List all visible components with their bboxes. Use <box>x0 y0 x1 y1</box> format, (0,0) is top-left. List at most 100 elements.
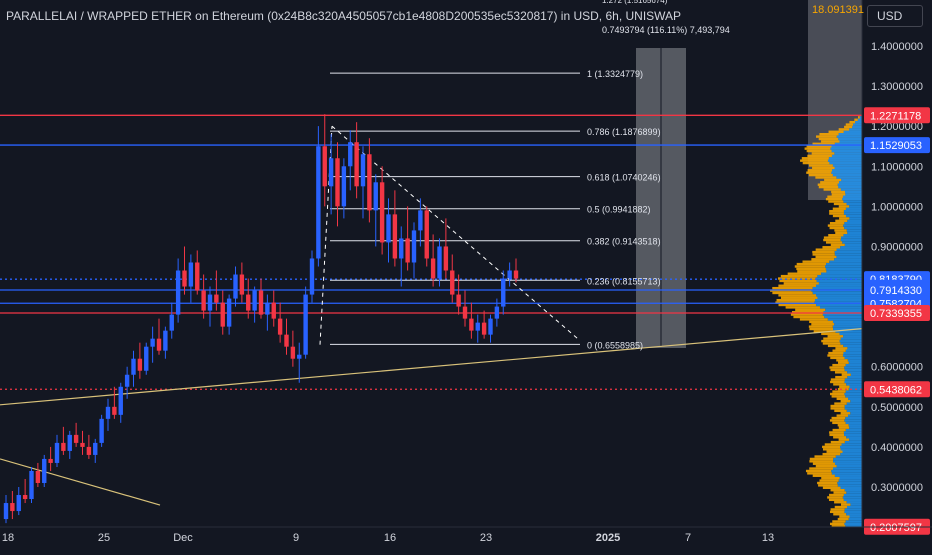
volume-bar <box>839 339 862 343</box>
volume-bar <box>831 171 862 174</box>
volume-bar <box>832 164 862 167</box>
volume-bar <box>828 234 844 237</box>
volume-bar <box>845 390 862 393</box>
price-badge-label-0: 1.2271178 <box>870 110 921 122</box>
volume-bar <box>843 224 862 227</box>
volume-bar <box>834 402 847 405</box>
volume-bar <box>838 128 850 131</box>
volume-bar <box>821 476 840 480</box>
volume-bar <box>829 260 862 263</box>
volume-bar <box>830 508 845 511</box>
volume-bar <box>804 147 831 150</box>
volume-bar <box>814 298 862 302</box>
volume-bar <box>840 445 862 449</box>
candle-body <box>99 418 104 443</box>
candle-body <box>80 442 85 447</box>
volume-bar <box>780 296 818 299</box>
candle-body <box>201 290 206 311</box>
volume-bar <box>848 414 862 417</box>
volume-bar <box>831 472 862 475</box>
candle-body <box>220 302 225 327</box>
volume-bar <box>841 178 862 182</box>
volume-bar <box>849 426 862 429</box>
volume-bar <box>845 123 854 126</box>
volume-bar <box>855 120 862 124</box>
price-badge-label-6: 0.7339355 <box>870 308 922 320</box>
volume-bar <box>829 433 845 437</box>
volume-bar <box>842 354 862 357</box>
volume-bar <box>835 219 848 222</box>
fib-label-4: 0.382 (0.9143518) <box>587 237 661 247</box>
volume-bar <box>852 125 862 129</box>
volume-bar <box>859 116 862 119</box>
volume-bar <box>850 373 862 376</box>
volume-bar <box>846 491 862 494</box>
volume-bar <box>850 412 862 415</box>
volume-bar <box>809 327 834 331</box>
volume-bar <box>829 221 845 225</box>
volume-bar <box>846 501 862 504</box>
candle-body <box>93 442 98 455</box>
volume-bar <box>812 291 862 295</box>
volume-bar <box>834 409 847 413</box>
volume-bar <box>825 197 843 201</box>
candle-body <box>469 318 474 331</box>
volume-bar <box>840 188 862 191</box>
volume-bar <box>849 217 862 220</box>
fib-label-0: 1 (1.3324779) <box>587 69 643 79</box>
volume-bar <box>832 207 846 210</box>
volume-bar <box>826 450 843 453</box>
y-tick-label-6: 0.6000000 <box>871 362 923 374</box>
currency-button[interactable]: USD <box>867 5 923 27</box>
volume-bar <box>838 205 850 208</box>
volume-bar <box>828 351 844 355</box>
volume-bar <box>845 421 862 425</box>
volume-bar <box>817 274 862 278</box>
volume-bar <box>823 188 841 191</box>
candle-body <box>379 182 385 243</box>
candle-body <box>411 230 417 263</box>
volume-bar <box>849 438 862 441</box>
volume-bar <box>845 395 862 398</box>
candle-body <box>226 298 232 327</box>
volume-bar <box>837 387 849 391</box>
volume-bar <box>847 347 862 350</box>
volume-bar <box>840 342 862 345</box>
volume-bar <box>844 440 862 444</box>
volume-bar <box>791 311 824 314</box>
volume-bar <box>834 505 847 509</box>
volume-bar <box>809 467 833 470</box>
price-badge-1 <box>864 137 930 154</box>
volume-bar <box>837 484 862 487</box>
volume-bar <box>827 318 862 321</box>
price-badge-6 <box>864 305 930 322</box>
candle-body <box>10 503 15 512</box>
volume-bar <box>825 241 843 244</box>
volume-bar <box>776 298 815 302</box>
volume-bar <box>842 195 862 198</box>
candle-body <box>118 386 123 415</box>
volume-bar <box>844 433 862 437</box>
volume-bar <box>845 525 862 528</box>
candle-body <box>354 142 359 187</box>
volume-bar <box>833 436 847 439</box>
candle-body <box>42 458 47 483</box>
volume-bar <box>833 491 847 494</box>
volume-bar <box>857 118 862 121</box>
volume-bar <box>843 431 862 434</box>
candle-body <box>309 258 315 295</box>
candle-body <box>456 294 461 307</box>
candle-body <box>112 406 117 415</box>
volume-bar <box>849 120 856 124</box>
volume-bar <box>827 195 843 198</box>
volume-bar <box>826 270 862 273</box>
fib-label-1: 0.786 (1.1876899) <box>587 127 661 137</box>
price-badge-label-4: 0.7914330 <box>870 285 922 297</box>
volume-bar <box>843 498 862 502</box>
volume-bar <box>783 282 819 285</box>
volume-bar <box>843 200 862 203</box>
volume-bar <box>831 193 846 196</box>
volume-bar <box>812 474 835 477</box>
